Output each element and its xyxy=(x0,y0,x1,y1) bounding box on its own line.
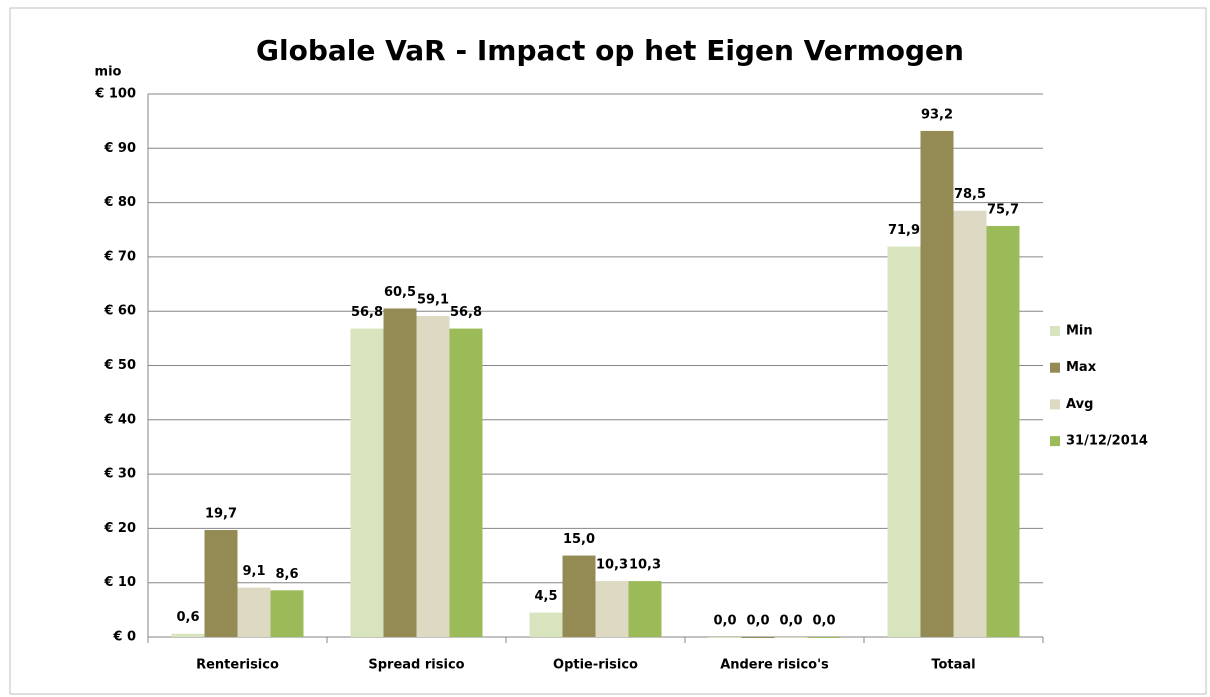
bar xyxy=(986,225,1020,637)
bar xyxy=(953,210,987,637)
value-label: 0,0 xyxy=(713,614,736,629)
x-tick-label: Spread risico xyxy=(368,658,464,673)
bar xyxy=(774,637,808,638)
x-tick-label: Andere risico's xyxy=(720,658,829,673)
value-label: 78,5 xyxy=(954,187,986,202)
y-tick-label: € 40 xyxy=(103,412,136,427)
value-label: 9,1 xyxy=(242,564,265,579)
value-label: 71,9 xyxy=(888,223,920,238)
bar xyxy=(887,246,921,637)
y-tick-label: € 20 xyxy=(103,521,136,536)
legend-swatch xyxy=(1050,326,1060,336)
y-tick-label: € 30 xyxy=(103,467,136,482)
chart-title: Globale VaR - Impact op het Eigen Vermog… xyxy=(256,34,964,67)
bar xyxy=(416,316,450,637)
value-label: 0,0 xyxy=(746,614,769,629)
y-tick-label: € 70 xyxy=(103,249,136,264)
legend-label: Max xyxy=(1066,360,1097,375)
value-label: 0,0 xyxy=(779,614,802,629)
legend-swatch xyxy=(1050,362,1060,373)
value-label: 19,7 xyxy=(205,507,237,522)
x-tick-label: Totaal xyxy=(931,658,975,673)
value-label: 60,5 xyxy=(384,285,416,300)
y-tick-label: € 60 xyxy=(103,304,136,319)
value-label: 0,6 xyxy=(176,610,199,625)
bar xyxy=(562,555,596,637)
bar xyxy=(204,530,238,637)
bar xyxy=(449,328,483,637)
y-tick-label: € 0 xyxy=(112,630,136,645)
bar xyxy=(708,637,742,638)
y-tick-label: € 90 xyxy=(103,141,136,156)
bar xyxy=(920,130,954,637)
value-label: 56,8 xyxy=(450,305,482,320)
legend-label: Min xyxy=(1066,324,1093,339)
bar xyxy=(628,581,662,637)
bar xyxy=(270,590,304,637)
legend-label: 31/12/2014 xyxy=(1066,434,1148,449)
y-tick-label: € 100 xyxy=(94,87,136,102)
value-label: 4,5 xyxy=(534,589,557,604)
value-label: 10,3 xyxy=(629,558,661,573)
x-tick-label: Renterisico xyxy=(196,658,279,673)
value-label: 10,3 xyxy=(596,558,628,573)
y-tick-label: € 80 xyxy=(103,195,136,210)
bar xyxy=(529,612,563,637)
bar xyxy=(171,633,205,637)
y-tick-label: € 50 xyxy=(103,358,136,373)
bar xyxy=(807,637,841,638)
value-label: 75,7 xyxy=(987,202,1019,217)
value-label: 15,0 xyxy=(563,532,595,547)
y-tick-label: € 10 xyxy=(103,575,136,590)
bar xyxy=(237,587,271,637)
x-tick-label: Optie-risico xyxy=(553,658,638,673)
value-label: 59,1 xyxy=(417,293,449,308)
value-label: 8,6 xyxy=(275,567,298,582)
bar xyxy=(383,308,417,637)
bar xyxy=(741,637,775,638)
value-label: 56,8 xyxy=(351,305,383,320)
bar xyxy=(350,328,384,637)
value-label: 0,0 xyxy=(812,614,835,629)
value-label: 93,2 xyxy=(921,107,953,122)
legend-swatch xyxy=(1050,399,1060,410)
legend-label: Avg xyxy=(1066,397,1093,412)
legend-swatch xyxy=(1050,436,1060,447)
bar xyxy=(595,581,629,637)
y-axis-label: mio xyxy=(95,65,122,80)
